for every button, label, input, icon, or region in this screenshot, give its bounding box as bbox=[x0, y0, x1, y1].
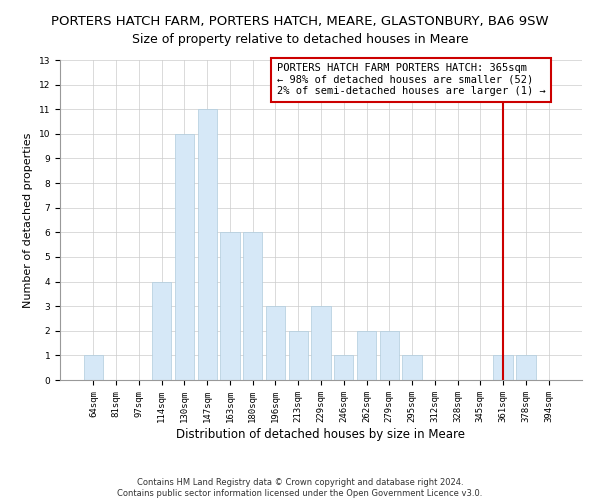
Bar bbox=[152, 282, 172, 380]
Bar bbox=[357, 331, 376, 380]
Text: Contains HM Land Registry data © Crown copyright and database right 2024.
Contai: Contains HM Land Registry data © Crown c… bbox=[118, 478, 482, 498]
Bar bbox=[289, 331, 308, 380]
Text: PORTERS HATCH FARM, PORTERS HATCH, MEARE, GLASTONBURY, BA6 9SW: PORTERS HATCH FARM, PORTERS HATCH, MEARE… bbox=[51, 15, 549, 28]
Bar bbox=[84, 356, 103, 380]
Bar bbox=[334, 356, 353, 380]
Bar bbox=[175, 134, 194, 380]
Bar bbox=[403, 356, 422, 380]
Bar bbox=[220, 232, 239, 380]
Bar bbox=[493, 356, 513, 380]
X-axis label: Distribution of detached houses by size in Meare: Distribution of detached houses by size … bbox=[176, 428, 466, 440]
Bar bbox=[311, 306, 331, 380]
Bar bbox=[197, 109, 217, 380]
Bar bbox=[516, 356, 536, 380]
Text: Size of property relative to detached houses in Meare: Size of property relative to detached ho… bbox=[132, 32, 468, 46]
Bar bbox=[266, 306, 285, 380]
Y-axis label: Number of detached properties: Number of detached properties bbox=[23, 132, 33, 308]
Bar bbox=[380, 331, 399, 380]
Text: PORTERS HATCH FARM PORTERS HATCH: 365sqm
← 98% of detached houses are smaller (5: PORTERS HATCH FARM PORTERS HATCH: 365sqm… bbox=[277, 63, 545, 96]
Bar bbox=[243, 232, 262, 380]
